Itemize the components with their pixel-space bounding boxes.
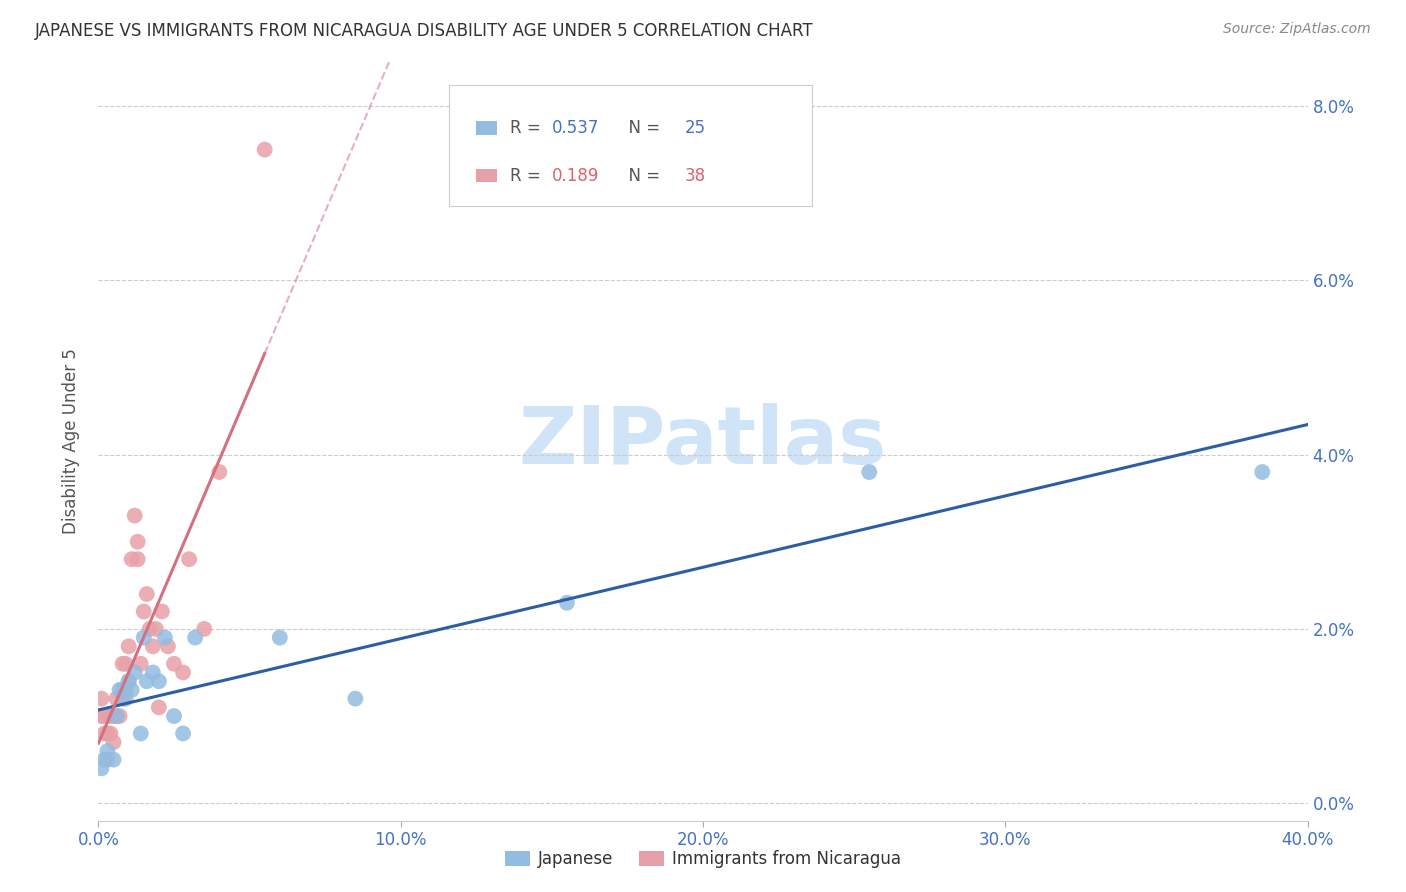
Point <box>253 143 276 157</box>
Y-axis label: Disability Age Under 5: Disability Age Under 5 <box>62 349 80 534</box>
Point <box>93 726 115 740</box>
Point <box>103 709 125 723</box>
Point <box>121 682 143 697</box>
Point <box>135 587 157 601</box>
Legend: Japanese, Immigrants from Nicaragua: Japanese, Immigrants from Nicaragua <box>498 844 908 875</box>
Point <box>1251 465 1274 479</box>
Point <box>858 465 880 479</box>
Point <box>163 709 186 723</box>
Point <box>135 674 157 689</box>
Point <box>132 605 155 619</box>
Point <box>93 753 115 767</box>
Point <box>156 640 179 654</box>
Point <box>111 657 134 671</box>
Point <box>148 700 170 714</box>
Text: 25: 25 <box>685 119 706 136</box>
Text: N =: N = <box>619 167 665 185</box>
Point <box>153 631 176 645</box>
Point <box>129 726 152 740</box>
Point <box>93 709 115 723</box>
Point <box>90 761 112 775</box>
Point <box>100 709 122 723</box>
Point <box>100 726 122 740</box>
Point <box>184 631 207 645</box>
Text: 0.189: 0.189 <box>551 167 599 185</box>
Point <box>108 709 131 723</box>
Point <box>114 657 136 671</box>
Point <box>129 657 152 671</box>
Point <box>208 465 231 479</box>
Point <box>105 691 128 706</box>
Point <box>193 622 215 636</box>
Text: 38: 38 <box>685 167 706 185</box>
Text: R =: R = <box>509 119 546 136</box>
Point <box>108 682 131 697</box>
Point <box>103 753 125 767</box>
Point <box>118 640 141 654</box>
Point <box>105 709 128 723</box>
FancyBboxPatch shape <box>475 121 498 135</box>
Point <box>127 534 149 549</box>
Point <box>142 640 165 654</box>
Text: JAPANESE VS IMMIGRANTS FROM NICARAGUA DISABILITY AGE UNDER 5 CORRELATION CHART: JAPANESE VS IMMIGRANTS FROM NICARAGUA DI… <box>35 22 814 40</box>
Point <box>111 682 134 697</box>
Point <box>145 622 167 636</box>
Point <box>103 735 125 749</box>
Point <box>118 674 141 689</box>
Point <box>179 552 201 566</box>
Point <box>172 726 194 740</box>
Point <box>96 744 118 758</box>
Point <box>163 657 186 671</box>
FancyBboxPatch shape <box>449 85 811 207</box>
Point <box>124 508 146 523</box>
Point <box>105 709 128 723</box>
Point <box>114 682 136 697</box>
Text: R =: R = <box>509 167 546 185</box>
Point <box>132 631 155 645</box>
Point <box>344 691 367 706</box>
Text: Source: ZipAtlas.com: Source: ZipAtlas.com <box>1223 22 1371 37</box>
Point <box>127 552 149 566</box>
Point <box>90 691 112 706</box>
Point <box>555 596 578 610</box>
Point <box>96 726 118 740</box>
Point <box>142 665 165 680</box>
Point <box>139 622 162 636</box>
Text: N =: N = <box>619 119 665 136</box>
Point <box>124 665 146 680</box>
Point <box>172 665 194 680</box>
Point <box>269 631 291 645</box>
Text: 0.537: 0.537 <box>551 119 599 136</box>
Point <box>121 552 143 566</box>
Point <box>114 691 136 706</box>
Point <box>90 709 112 723</box>
Point <box>96 753 118 767</box>
Point <box>148 674 170 689</box>
Point <box>111 691 134 706</box>
Point <box>150 605 173 619</box>
Point <box>118 674 141 689</box>
Text: ZIPatlas: ZIPatlas <box>519 402 887 481</box>
FancyBboxPatch shape <box>475 169 498 182</box>
